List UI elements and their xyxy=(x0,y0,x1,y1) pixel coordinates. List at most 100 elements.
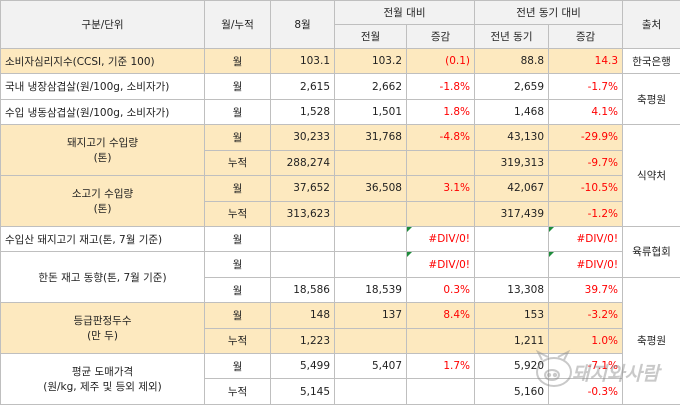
current-value-cell: 2,615 xyxy=(270,73,335,100)
yoy-change-cell: 1.0% xyxy=(548,327,624,355)
prev-value-cell xyxy=(334,327,407,355)
row-label-unit: (톤) xyxy=(93,203,112,216)
prev-value-cell xyxy=(334,200,407,227)
mom-change-cell: -4.8% xyxy=(405,124,476,151)
table-row: 누적 288,274 319,313 -9.7% xyxy=(1,149,680,177)
source-cell: 축평원 xyxy=(622,276,680,405)
mom-change-cell: 8.4% xyxy=(405,302,476,329)
yoy-change-cell: -9.7% xyxy=(548,149,624,177)
last-year-value-cell: 1,468 xyxy=(474,98,550,126)
last-year-value-cell: 13,308 xyxy=(474,276,550,304)
row-label-beef-import: 소고기 수입량 (톤) xyxy=(0,175,205,227)
current-value-cell: 5,499 xyxy=(270,353,335,380)
row-label-domestic-belly: 국내 냉장삼겹살(원/100g, 소비자가) xyxy=(0,73,205,100)
source-cell: 한국은행 xyxy=(622,47,680,75)
prev-value-cell: 103.2 xyxy=(334,47,407,75)
last-year-value-cell xyxy=(474,251,550,278)
mom-change-cell: 1.7% xyxy=(405,353,476,380)
table-row: 수입산 돼지고기 재고(톤, 7월 기준) 월 #DIV/0! #DIV/0! … xyxy=(0,225,680,278)
yoy-change-cell: 39.7% xyxy=(548,276,624,304)
current-value-cell: 288,274 xyxy=(270,149,335,177)
row-label-wholesale: 평균 도매가격 (원/kg, 제주 및 등외 제외) xyxy=(0,353,205,405)
last-year-value-cell: 5,160 xyxy=(474,378,550,405)
header-current-month: 8월 xyxy=(270,0,335,49)
current-value-cell: 103.1 xyxy=(270,47,335,75)
header-mom-change: 증감 xyxy=(405,24,476,49)
last-year-value-cell: 43,130 xyxy=(474,124,550,151)
prev-value-cell: 137 xyxy=(334,302,407,329)
table-row: 누적 5,145 5,160 -0.3% xyxy=(1,378,680,405)
header-category: 구분/단위 xyxy=(0,0,205,49)
header-yoy-change: 증감 xyxy=(548,24,624,49)
period-type-cell: 월 xyxy=(204,251,271,278)
mom-change-cell xyxy=(405,327,476,355)
row-label-imported-pork-stock: 수입산 돼지고기 재고(톤, 7월 기준) xyxy=(0,225,205,253)
last-year-value-cell: 319,313 xyxy=(474,149,550,177)
current-value-cell: 37,652 xyxy=(270,175,335,202)
prev-value-cell: 36,508 xyxy=(334,175,407,202)
mom-change-cell: 1.8% xyxy=(405,98,476,126)
row-label-line: 소고기 수입량 xyxy=(71,188,134,201)
table-row: 월 18,586 18,539 0.3% 13,308 39.7% 축평원 xyxy=(1,276,680,405)
mom-change-cell: (0.1) xyxy=(405,47,476,75)
header-period-type: 월/누적 xyxy=(204,0,271,49)
table-row: 수입 냉동삼겹살(원/100g, 소비자가) 월 1,528 1,501 1.8… xyxy=(0,98,680,126)
mom-change-cell: 3.1% xyxy=(405,175,476,202)
current-value-cell: 30,233 xyxy=(270,124,335,151)
prev-value-cell xyxy=(334,149,407,177)
current-value-cell: 148 xyxy=(270,302,335,329)
last-year-value-cell: 1,211 xyxy=(474,327,550,355)
yoy-change-cell: 4.1% xyxy=(548,98,624,126)
yoy-change-cell: -1.7% xyxy=(548,73,624,100)
source-cell: 축평원 xyxy=(622,73,680,126)
table-row: 소비자심리지수(CCSI, 기준 100) 월 103.1 103.2 (0.1… xyxy=(0,47,680,75)
row-label-line: 돼지고기 수입량 xyxy=(67,137,138,150)
mom-change-cell: #DIV/0! xyxy=(405,251,476,278)
row-label-pork-import: 돼지고기 수입량 (톤) xyxy=(0,124,205,177)
header-yoy-group: 전년 동기 대비 xyxy=(474,0,624,25)
current-value-cell: 1,528 xyxy=(270,98,335,126)
prev-value-cell xyxy=(334,378,407,405)
period-type-cell: 누적 xyxy=(204,378,271,405)
period-type-cell: 누적 xyxy=(204,149,271,177)
prev-value-cell: 2,662 xyxy=(334,73,407,100)
period-type-cell: 월 xyxy=(204,47,271,75)
yoy-change-cell: -29.9% xyxy=(548,124,624,151)
last-year-value-cell: 88.8 xyxy=(474,47,550,75)
table-row: 국내 냉장삼겹살(원/100g, 소비자가) 월 2,615 2,662 -1.… xyxy=(0,73,680,126)
mom-change-cell: #DIV/0! xyxy=(405,225,476,253)
mom-change-cell xyxy=(405,200,476,227)
last-year-value-cell: 153 xyxy=(474,302,550,329)
header-prev-month: 전월 xyxy=(334,24,407,49)
yoy-change-cell: 14.3 xyxy=(548,47,624,75)
yoy-change-cell: -10.5% xyxy=(548,175,624,202)
current-value-cell xyxy=(270,251,335,278)
mom-change-cell xyxy=(405,378,476,405)
row-label-unit: (원/kg, 제주 및 등외 제외) xyxy=(43,381,162,394)
last-year-value-cell: 317,439 xyxy=(474,200,550,227)
header-prev-year: 전년 동기 xyxy=(474,24,550,49)
last-year-value-cell xyxy=(474,225,550,253)
row-label-line: 평균 도매가격 xyxy=(71,366,134,379)
current-value-cell: 313,623 xyxy=(270,200,335,227)
period-type-cell: 월 xyxy=(204,225,271,253)
current-value-cell xyxy=(270,225,335,253)
table-row: 한돈 재고 동향(톤, 7월 기준) 월 #DIV/0! #DIV/0! xyxy=(0,251,680,304)
table-row: 누적 1,223 1,211 1.0% xyxy=(1,327,680,355)
period-type-cell: 월 xyxy=(204,98,271,126)
prev-value-cell xyxy=(334,225,407,253)
period-type-cell: 월 xyxy=(204,124,271,151)
row-label-grading: 등급판정두수 (만 두) xyxy=(0,302,205,355)
table-row: 등급판정두수 (만 두) 월 148 137 8.4% 153 -3.2% xyxy=(0,302,680,355)
current-value-cell: 18,586 xyxy=(270,276,335,304)
current-value-cell: 5,145 xyxy=(270,378,335,405)
prev-value-cell xyxy=(334,251,407,278)
mom-change-cell: -1.8% xyxy=(405,73,476,100)
mom-change-cell: 0.3% xyxy=(405,276,476,304)
row-label-imported-belly: 수입 냉동삼겹살(원/100g, 소비자가) xyxy=(0,98,205,126)
yoy-change-cell: #DIV/0! xyxy=(548,225,624,253)
row-label-unit: (만 두) xyxy=(87,330,118,343)
period-type-cell: 월 xyxy=(204,175,271,202)
